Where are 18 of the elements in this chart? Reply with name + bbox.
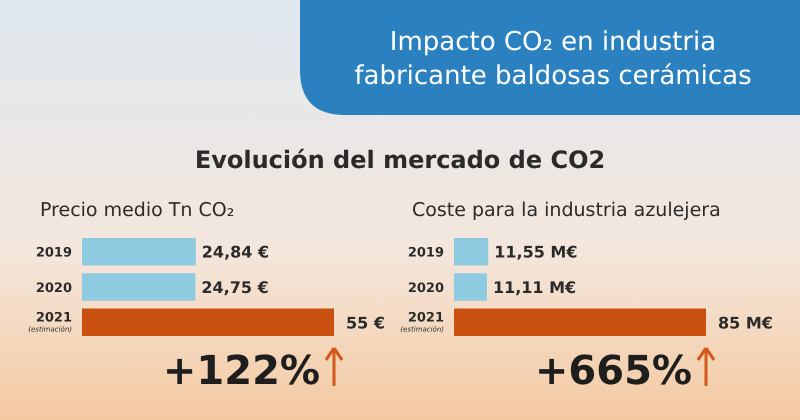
data-label: 55 €: [346, 313, 385, 332]
text: Evolución del mercado de CO2: [194, 146, 606, 174]
text: +665%: [534, 348, 692, 394]
y-tick-label: 2019: [36, 246, 72, 261]
y-tick-label: 2021 (estimación): [28, 310, 72, 334]
y-tick-label: 2019: [408, 246, 444, 261]
y-tick-label: 2020: [36, 281, 72, 296]
data-label: 24,75 €: [201, 278, 269, 297]
data-label: 85 M€: [718, 313, 773, 332]
y-tick-label: 2021 (estimación): [400, 310, 444, 334]
y-tick-label: 2020: [408, 281, 444, 296]
chart-title: Precio medio Tn CO₂: [40, 199, 234, 221]
data-label: 24,84 €: [202, 242, 270, 262]
text: Impacto CO₂ en industria fabricante baldosas cerámicas: [354, 27, 752, 91]
chart-title: Coste para la industria azulejera: [412, 199, 721, 221]
text: +122%: [162, 348, 320, 394]
data-label: 11,11 M€: [492, 278, 576, 297]
data-label: 11,55 M€: [494, 242, 578, 262]
